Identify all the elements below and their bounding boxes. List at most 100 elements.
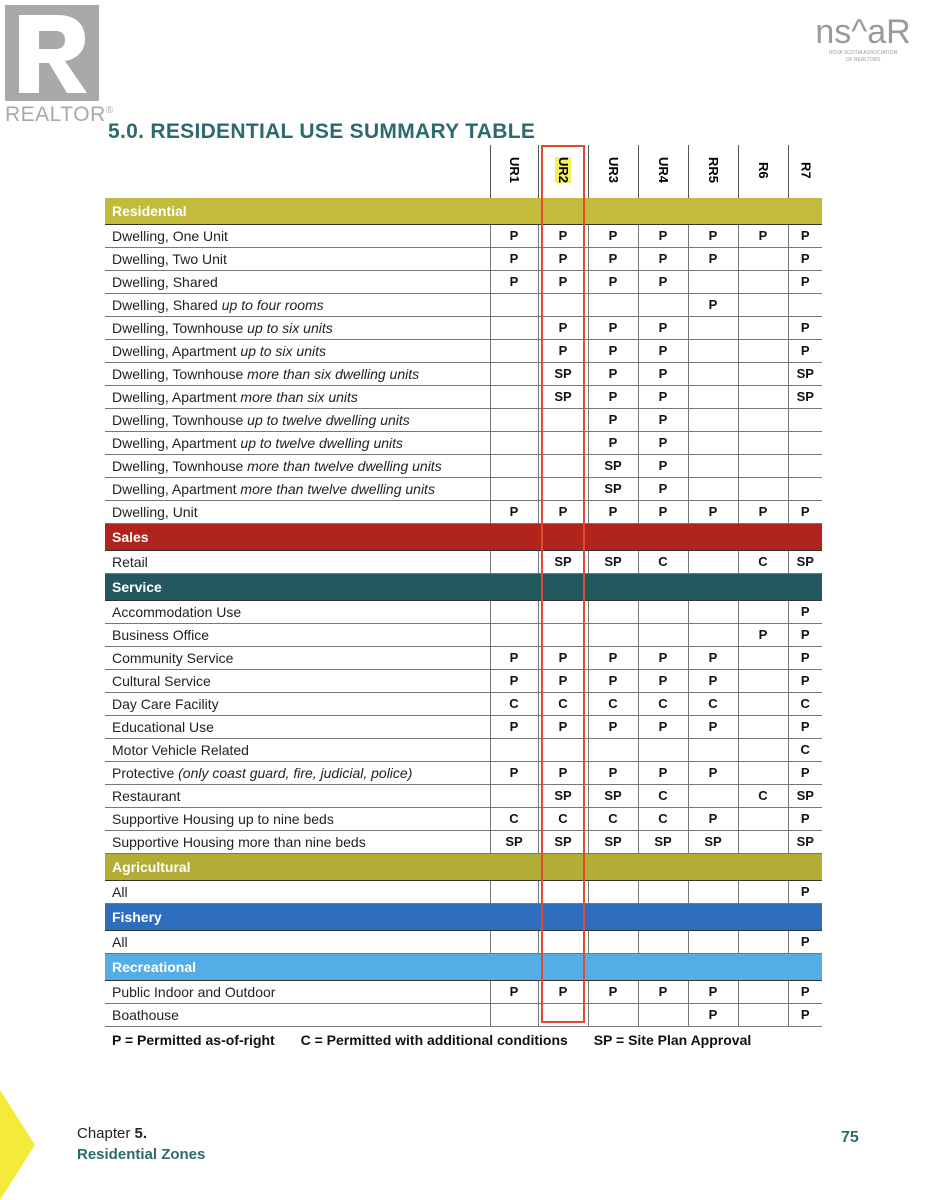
cell-r7: P: [787, 1003, 822, 1027]
cell-ur1: [489, 930, 538, 954]
chapter-title: Residential Zones: [77, 1146, 206, 1163]
cell-r7: P: [787, 339, 822, 363]
cell-r6: [737, 385, 788, 409]
cell-ur1: SP: [489, 830, 538, 854]
cell-ur3: P: [587, 646, 638, 670]
use-label: Protective (only coast guard, fire, judi…: [105, 761, 490, 785]
cell-ur2: [537, 454, 588, 478]
use-label: Dwelling, Apartment more than six units: [105, 385, 490, 409]
cell-r7: P: [787, 669, 822, 693]
use-name: Retail: [112, 554, 148, 570]
legend-sp: SP = Site Plan Approval: [593, 1032, 752, 1048]
cell-ur4: P: [637, 980, 688, 1004]
cell-r6: [737, 316, 788, 340]
cell-r6: [737, 293, 788, 317]
use-name: Dwelling, Apartment: [112, 389, 241, 405]
table-row: Supportive Housing up to nine beds C C C C P P: [105, 807, 822, 831]
cell-ur2: P: [537, 715, 588, 739]
cell-ur3: P: [587, 500, 638, 524]
cell-ur3: P: [587, 980, 638, 1004]
cell-ur2: P: [537, 669, 588, 693]
use-name: Restaurant: [112, 788, 181, 804]
cell-ur1: [489, 293, 538, 317]
section-title: Fishery: [105, 903, 822, 931]
cell-ur4: [637, 880, 688, 904]
column-header-r7: R7: [787, 145, 822, 198]
cell-r7: P: [787, 761, 822, 785]
cell-ur1: [489, 623, 538, 647]
cell-ur1: [489, 1003, 538, 1027]
legend: P = Permitted as-of-right C = Permitted …: [112, 1031, 822, 1049]
cell-ur1: [489, 738, 538, 762]
use-name: Dwelling, Townhouse: [112, 458, 248, 474]
cell-ur4: [637, 293, 688, 317]
section-title: Sales: [105, 523, 822, 551]
section-header-recreational: Recreational: [105, 953, 822, 981]
use-label: All: [105, 930, 490, 954]
cell-ur3: P: [587, 247, 638, 271]
use-name: All: [112, 884, 128, 900]
use-label: Motor Vehicle Related: [105, 738, 490, 762]
table-row: Business Office P P: [105, 623, 822, 647]
cell-r7: [787, 293, 822, 317]
cell-ur4: P: [637, 362, 688, 386]
cell-ur1: P: [489, 980, 538, 1004]
cell-ur3: [587, 293, 638, 317]
cell-r7: P: [787, 930, 822, 954]
use-qualifier: up to six units: [247, 320, 333, 336]
cell-r7: [787, 408, 822, 432]
use-name: Supportive Housing up to nine beds: [112, 811, 334, 827]
cell-rr5: P: [687, 807, 738, 831]
use-label: Dwelling, Apartment up to six units: [105, 339, 490, 363]
table-row: Protective (only coast guard, fire, judi…: [105, 761, 822, 785]
cell-ur4: P: [637, 316, 688, 340]
cell-r6: [737, 980, 788, 1004]
cell-r6: [737, 362, 788, 386]
cell-ur2: [537, 880, 588, 904]
use-label: Dwelling, Townhouse up to twelve dwellin…: [105, 408, 490, 432]
cell-ur2: [537, 408, 588, 432]
table-row: Dwelling, Shared P P P P P: [105, 270, 822, 294]
use-label: Dwelling, Apartment more than twelve dwe…: [105, 477, 490, 501]
cell-r6: [737, 880, 788, 904]
use-label: Dwelling, Two Unit: [105, 247, 490, 271]
use-name: Motor Vehicle Related: [112, 742, 249, 758]
use-qualifier: up to six units: [240, 343, 327, 359]
cell-r7: P: [787, 715, 822, 739]
cell-ur4: P: [637, 431, 688, 455]
cell-r7: P: [787, 880, 822, 904]
cell-r7: SP: [787, 362, 822, 386]
use-label: Dwelling, Shared: [105, 270, 490, 294]
use-label: Educational Use: [105, 715, 490, 739]
legend-p: P = Permitted as-of-right: [112, 1032, 275, 1048]
cell-ur2: SP: [537, 550, 588, 574]
use-name: Dwelling, Townhouse: [112, 366, 248, 382]
cell-rr5: [687, 408, 738, 432]
cell-rr5: P: [687, 293, 738, 317]
use-name: All: [112, 934, 128, 950]
cell-ur3: P: [587, 408, 638, 432]
cell-r7: SP: [787, 550, 822, 574]
cell-r6: [737, 454, 788, 478]
use-qualifier: more than twelve dwelling units: [247, 458, 442, 474]
cell-r7: P: [787, 500, 822, 524]
cell-ur2: SP: [537, 362, 588, 386]
cell-rr5: [687, 784, 738, 808]
page-number: 75: [841, 1129, 859, 1146]
cell-ur2: P: [537, 500, 588, 524]
column-header-label: R7: [798, 161, 814, 179]
cell-ur2: SP: [537, 385, 588, 409]
cell-ur4: P: [637, 500, 688, 524]
use-label: Business Office: [105, 623, 490, 647]
cell-r6: [737, 408, 788, 432]
cell-r7: [787, 477, 822, 501]
table-row: Public Indoor and Outdoor P P P P P P: [105, 980, 822, 1004]
cell-ur2: [537, 930, 588, 954]
table-row: Boathouse P P: [105, 1003, 822, 1027]
cell-rr5: P: [687, 1003, 738, 1027]
cell-r6: [737, 807, 788, 831]
cell-ur4: P: [637, 477, 688, 501]
legend-c: C = Permitted with additional conditions: [300, 1032, 568, 1048]
cell-r7: P: [787, 600, 822, 624]
use-label: Day Care Facility: [105, 692, 490, 716]
